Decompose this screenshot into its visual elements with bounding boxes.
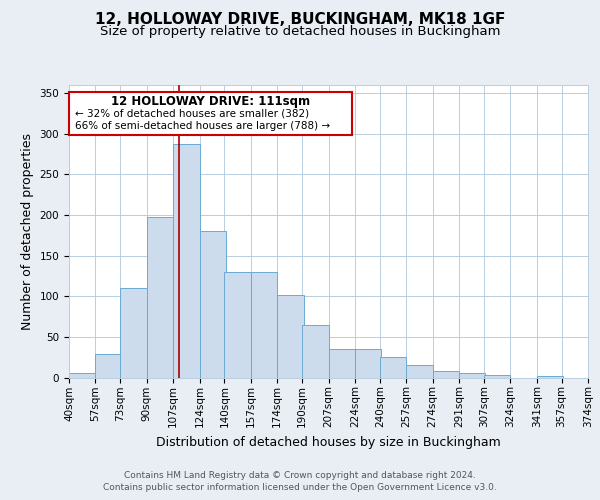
Bar xyxy=(302,324,329,378)
Bar xyxy=(146,218,173,378)
Bar xyxy=(406,366,433,378)
X-axis label: Distribution of detached houses by size in Buckingham: Distribution of detached houses by size … xyxy=(156,436,501,448)
Bar xyxy=(69,372,95,378)
Bar xyxy=(69,92,352,136)
Bar xyxy=(95,354,122,378)
Bar xyxy=(120,288,146,378)
Bar xyxy=(380,357,406,378)
Text: 12 HOLLOWAY DRIVE: 111sqm: 12 HOLLOWAY DRIVE: 111sqm xyxy=(111,94,310,108)
Bar xyxy=(484,375,511,378)
Bar xyxy=(355,349,382,378)
Text: Size of property relative to detached houses in Buckingham: Size of property relative to detached ho… xyxy=(100,25,500,38)
Bar xyxy=(200,231,226,378)
Bar xyxy=(224,272,251,378)
Bar xyxy=(173,144,200,378)
Text: Contains public sector information licensed under the Open Government Licence v3: Contains public sector information licen… xyxy=(103,483,497,492)
Bar xyxy=(433,371,459,378)
Bar xyxy=(329,349,355,378)
Y-axis label: Number of detached properties: Number of detached properties xyxy=(21,132,34,330)
Text: Contains HM Land Registry data © Crown copyright and database right 2024.: Contains HM Land Registry data © Crown c… xyxy=(124,471,476,480)
Text: ← 32% of detached houses are smaller (382): ← 32% of detached houses are smaller (38… xyxy=(75,108,310,118)
Bar xyxy=(459,374,485,378)
Text: 66% of semi-detached houses are larger (788) →: 66% of semi-detached houses are larger (… xyxy=(75,120,331,130)
Text: 12, HOLLOWAY DRIVE, BUCKINGHAM, MK18 1GF: 12, HOLLOWAY DRIVE, BUCKINGHAM, MK18 1GF xyxy=(95,12,505,28)
Bar xyxy=(537,376,563,378)
Bar xyxy=(277,296,304,378)
Bar xyxy=(251,272,277,378)
